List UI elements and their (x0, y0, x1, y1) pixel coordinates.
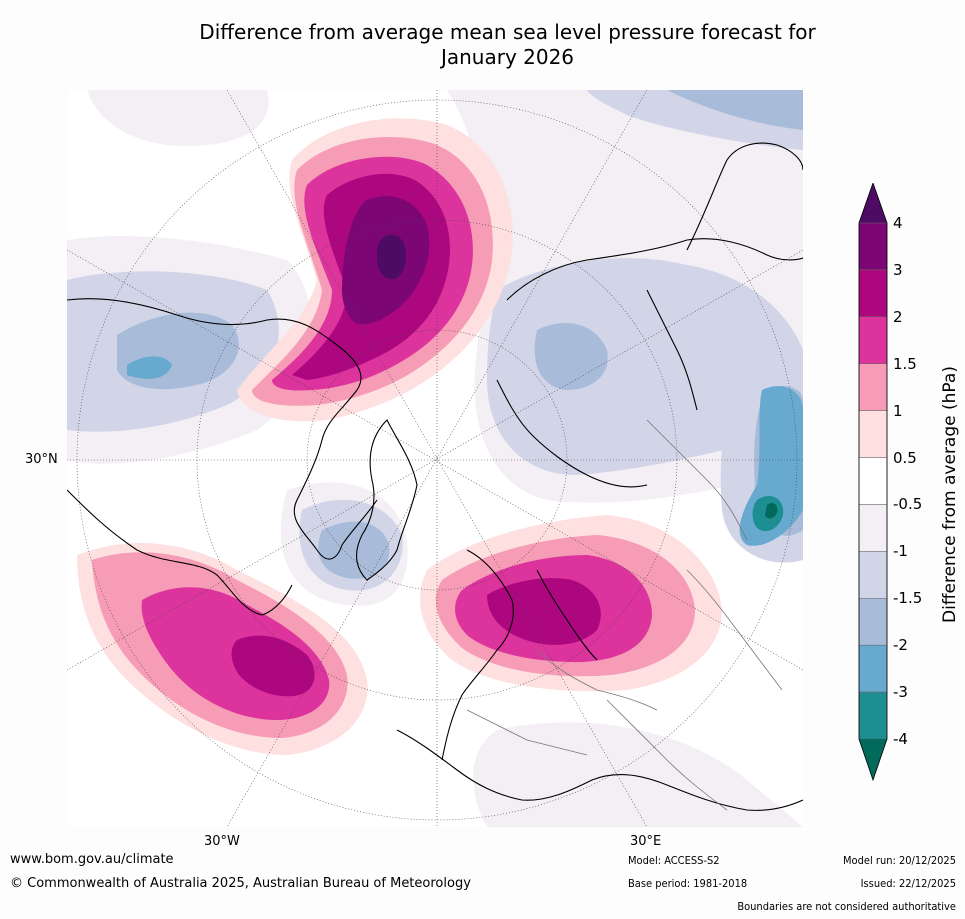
anomaly-region-na-3 (231, 635, 315, 697)
colorbar-segment (858, 316, 888, 364)
colorbar-tick-label: -3 (893, 683, 908, 702)
colorbar-tick-label: 1 (893, 401, 903, 420)
colorbar-title: Difference from average (hPa) (940, 366, 960, 623)
anomaly-region-arctic-5 (377, 234, 407, 280)
lon-label-30e: 30°E (630, 834, 662, 849)
footer-website: www.bom.gov.au/climate (10, 852, 174, 867)
colorbar-tick-label: -0.5 (893, 495, 923, 514)
colorbar-segment (858, 598, 888, 646)
anomaly-region-pacific-3 (127, 356, 172, 379)
colorbar-tick-label: 4 (893, 214, 903, 232)
anomaly-region-asia-1 (487, 258, 803, 475)
footer-disclaimer: Boundaries are not considered authoritat… (737, 900, 956, 913)
footer-issued: Issued: 22/12/2025 (860, 877, 956, 890)
colorbar-tick-label: 3 (893, 260, 903, 279)
colorbar-tick-label: 2 (893, 307, 903, 326)
chart-title-line1: Difference from average mean sea level p… (199, 20, 816, 44)
colorbar-tick-label: -2 (893, 636, 908, 655)
chart-title-line2: January 2026 (440, 45, 575, 69)
footer-copyright: © Commonwealth of Australia 2025, Austra… (10, 876, 471, 891)
colorbar-segment (858, 222, 888, 271)
anomaly-region-asia-2 (534, 322, 608, 390)
colorbar-segment (858, 410, 888, 458)
colorbar-outline (858, 183, 888, 782)
colorbar-segments (858, 183, 888, 780)
chart-title: Difference from average mean sea level p… (0, 20, 965, 70)
anomaly-region-atlantic-2 (318, 521, 390, 579)
colorbar-segment (858, 691, 888, 740)
anomaly-region-neg-bottom (473, 722, 803, 827)
colorbar-tick-label: -1.5 (893, 589, 923, 608)
lon-label-30w: 30°W (204, 834, 240, 849)
colorbar-arrow-top (859, 183, 887, 223)
lat-label-30n: 30°N (25, 452, 58, 467)
colorbar-tick-label: -1 (893, 542, 908, 561)
colorbar-segment (858, 551, 888, 599)
colorbar-segment (858, 269, 888, 318)
footer-model-run: Model run: 20/12/2025 (843, 854, 956, 867)
colorbar-segment (858, 457, 888, 505)
anomaly-region-east-5 (765, 502, 778, 519)
anomaly-region-neg-top-left (87, 90, 269, 146)
anomaly-region-top-right-2 (667, 90, 803, 130)
colorbar-segment (858, 644, 888, 693)
coastlines (67, 142, 803, 811)
pressure-anomaly-map (67, 90, 803, 827)
footer-base-period: Base period: 1981-2018 (628, 877, 748, 890)
graticule (67, 90, 803, 827)
borders (466, 419, 783, 811)
colorbar-tick-label: 1.5 (893, 354, 917, 373)
colorbar-arrow-bottom (859, 739, 887, 780)
colorbar-tick-label: 0.5 (893, 448, 917, 467)
footer-model: Model: ACCESS-S2 (628, 854, 720, 867)
colorbar-tick-label: -4 (893, 730, 908, 748)
colorbar (858, 183, 888, 782)
colorbar-segment (858, 363, 888, 411)
colorbar-segment (858, 504, 888, 552)
